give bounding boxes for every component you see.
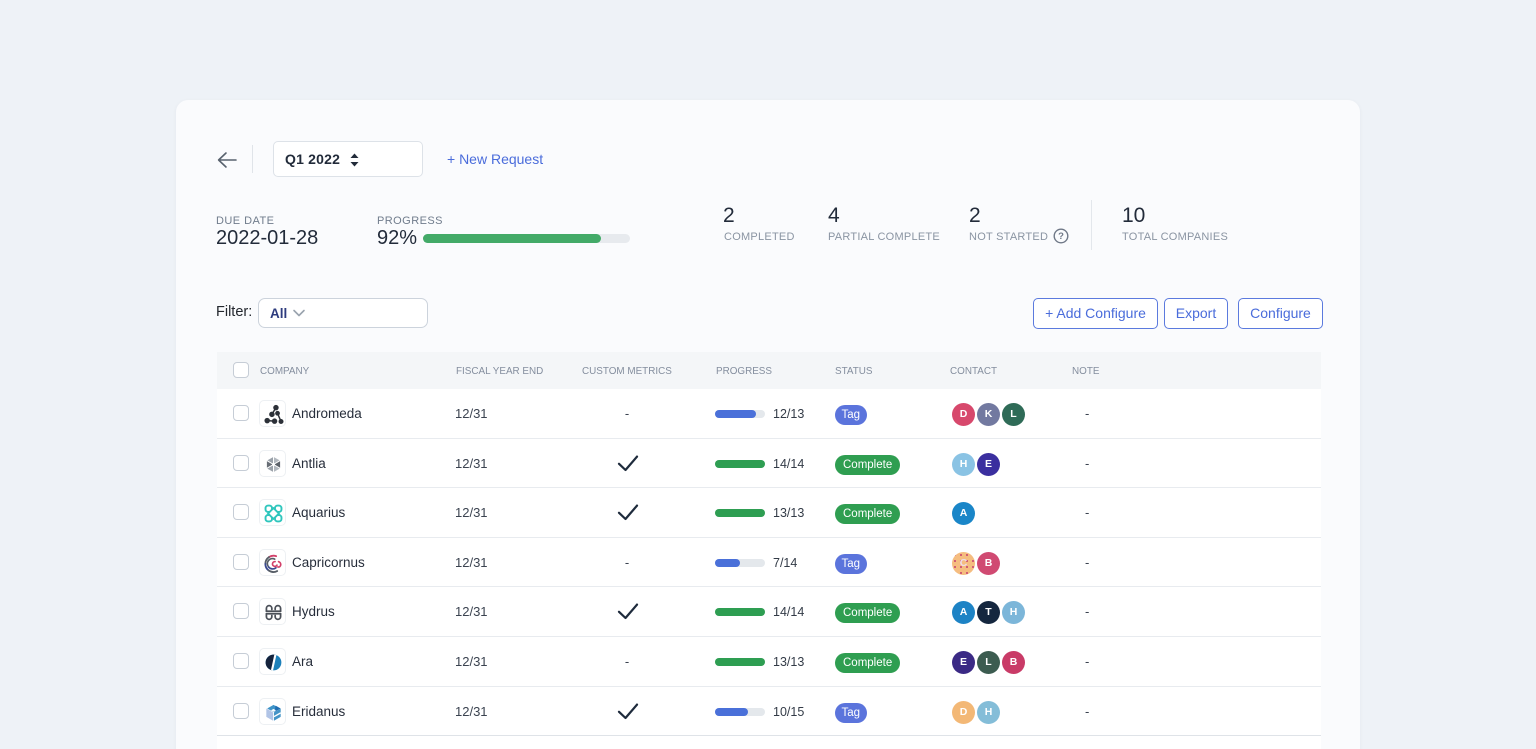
svg-text:?: ? (1058, 231, 1064, 242)
